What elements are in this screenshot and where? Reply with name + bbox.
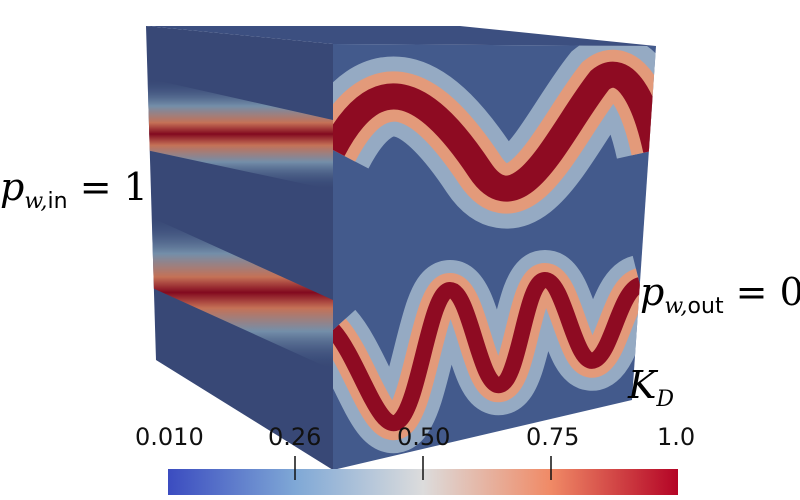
inlet-symbol: p (0, 165, 25, 209)
outlet-value: = 0 (723, 270, 800, 314)
front-band-lower-core (333, 271, 644, 431)
outlet-pressure-label: pw,out = 0 (640, 270, 800, 319)
left-stripe-lower (146, 215, 333, 370)
inlet-sub-symbol: w, (24, 189, 48, 214)
cube-top-face (146, 26, 656, 46)
inlet-pressure-label: pw,in = 1 (0, 165, 148, 214)
cube-front-face (333, 44, 656, 470)
colorbar-label-075: 0.75 (526, 423, 580, 451)
inlet-value: = 1 (67, 165, 148, 209)
outlet-sub-text: out (687, 294, 724, 319)
permeability-sub: D (656, 387, 675, 412)
permeability-label: KD (628, 363, 674, 412)
colorbar (168, 456, 678, 495)
cube-left-face (146, 26, 333, 470)
colorbar-label-max: 1.0 (657, 423, 696, 451)
front-band-upper-core (333, 61, 656, 202)
colorbar-label-min: 0.010 (135, 423, 204, 451)
colorbar-label-050: 0.50 (397, 423, 451, 451)
outlet-sub-symbol: w, (664, 294, 688, 319)
permeability-symbol: K (628, 363, 657, 407)
inlet-sub-text: in (47, 189, 68, 214)
colorbar-label-026: 0.26 (268, 423, 322, 451)
left-stripe-upper (146, 78, 333, 190)
outlet-symbol: p (640, 270, 665, 314)
